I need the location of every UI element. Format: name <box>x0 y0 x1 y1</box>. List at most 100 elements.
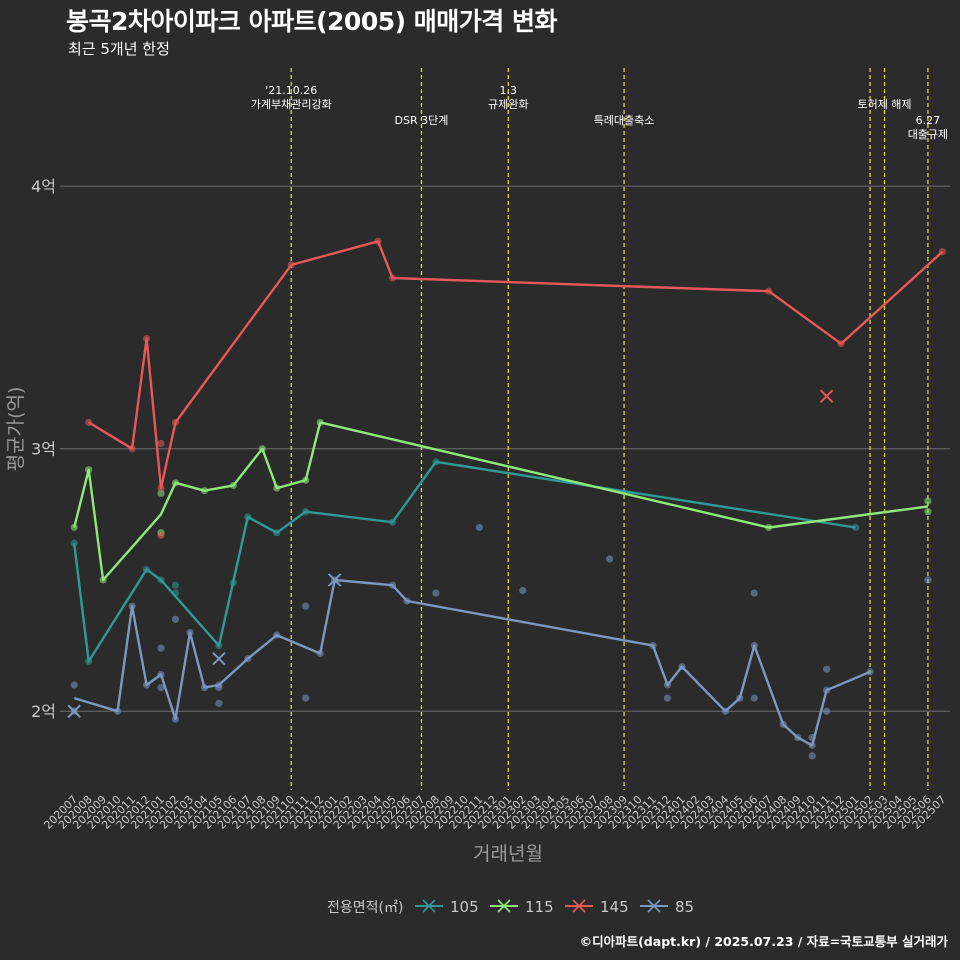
data-point <box>258 445 266 453</box>
data-point <box>605 555 614 563</box>
event-label: 대출규제 <box>908 128 948 141</box>
data-point <box>388 274 397 282</box>
x-mark-point <box>327 573 342 587</box>
data-point <box>157 684 165 692</box>
data-point <box>85 466 93 474</box>
data-point <box>765 287 773 295</box>
data-point <box>157 670 165 679</box>
data-point <box>142 565 151 574</box>
data-point <box>475 523 483 532</box>
data-point <box>794 733 802 742</box>
data-point <box>388 581 397 589</box>
data-point <box>302 602 310 610</box>
data-point <box>273 484 281 492</box>
series-line <box>73 578 871 747</box>
data-point <box>70 539 78 547</box>
data-point <box>114 707 122 715</box>
chart-title: 봉곡2차아이파크 아파트(2005) 매매가격 변화 <box>66 7 557 36</box>
data-point <box>678 663 686 671</box>
data-point <box>765 523 773 532</box>
data-point <box>273 529 281 537</box>
event-label: 특례대출축소 <box>594 114 655 127</box>
data-point <box>374 237 382 245</box>
data-point <box>85 418 93 427</box>
data-point <box>736 694 744 702</box>
x-mark-point <box>67 704 81 718</box>
data-point <box>808 741 816 749</box>
data-point <box>157 489 165 497</box>
series-145 <box>85 237 947 539</box>
legend-label: 85 <box>675 898 694 916</box>
data-point <box>229 578 237 587</box>
data-point <box>186 628 194 637</box>
x-axis-ticks: 2020072020082020092020102020112020122021… <box>41 793 948 832</box>
data-point <box>157 531 165 539</box>
data-point <box>779 720 787 728</box>
series-105 <box>70 458 860 665</box>
data-point <box>316 649 324 658</box>
data-point <box>823 707 831 715</box>
chart-subtitle: 최근 5개년 한정 <box>68 40 170 58</box>
legend: 전용면적(㎡) 105 115 145 85 <box>327 898 694 916</box>
data-point <box>924 508 932 516</box>
data-point <box>808 752 816 760</box>
series-85 <box>67 523 932 760</box>
data-point <box>866 668 874 676</box>
data-point <box>388 518 397 526</box>
data-point <box>215 681 223 689</box>
data-point <box>851 523 860 532</box>
data-point <box>215 642 223 650</box>
data-point <box>808 733 816 742</box>
data-point <box>273 631 281 639</box>
legend-swatch-mark <box>647 899 661 913</box>
data-point <box>128 445 136 453</box>
data-point <box>244 513 252 521</box>
y-axis-title: 평균가(억) <box>5 387 27 472</box>
data-point <box>157 644 165 652</box>
data-point <box>215 699 223 707</box>
legend-label: 145 <box>600 898 629 916</box>
legend-swatch-mark <box>497 899 511 913</box>
event-label: 규제완화 <box>488 98 528 111</box>
data-point <box>432 458 440 466</box>
data-point <box>171 589 180 597</box>
data-point <box>649 642 657 650</box>
data-point <box>70 681 78 689</box>
data-point <box>229 481 237 490</box>
series-line <box>88 240 944 490</box>
data-point <box>142 681 151 689</box>
data-point <box>128 602 136 610</box>
data-point <box>171 715 180 723</box>
data-point <box>924 576 932 584</box>
data-point <box>750 642 758 650</box>
data-point <box>432 589 440 597</box>
data-point <box>171 418 180 427</box>
data-point <box>99 576 107 584</box>
legend-swatch-mark <box>422 899 436 913</box>
data-point <box>519 586 527 595</box>
data-point <box>171 581 180 589</box>
legend-label: 115 <box>525 898 554 916</box>
data-point <box>823 665 831 673</box>
data-point <box>85 657 93 665</box>
source-credit: ©디아파트(dapt.kr) / 2025.07.23 / 자료=국토교통부 실… <box>579 934 948 949</box>
data-point <box>663 681 672 689</box>
x-mark-point <box>819 389 834 403</box>
data-point <box>837 340 845 348</box>
data-point <box>663 694 672 702</box>
y-tick-label: 3억 <box>31 440 56 459</box>
event-label: 가계부채관리강화 <box>251 98 332 111</box>
data-point <box>403 597 411 605</box>
legend-swatch-mark <box>572 899 586 913</box>
legend-label: 105 <box>450 898 479 916</box>
data-point <box>157 484 165 492</box>
data-point <box>938 248 947 256</box>
data-point <box>287 261 295 269</box>
data-point <box>142 334 151 343</box>
data-point <box>302 476 310 484</box>
data-point <box>157 439 165 448</box>
data-point <box>750 694 758 702</box>
data-point <box>302 508 310 516</box>
